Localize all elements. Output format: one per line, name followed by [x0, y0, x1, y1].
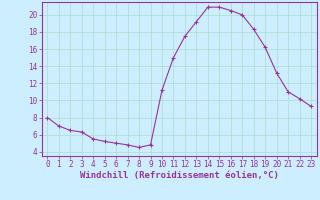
X-axis label: Windchill (Refroidissement éolien,°C): Windchill (Refroidissement éolien,°C) [80, 171, 279, 180]
